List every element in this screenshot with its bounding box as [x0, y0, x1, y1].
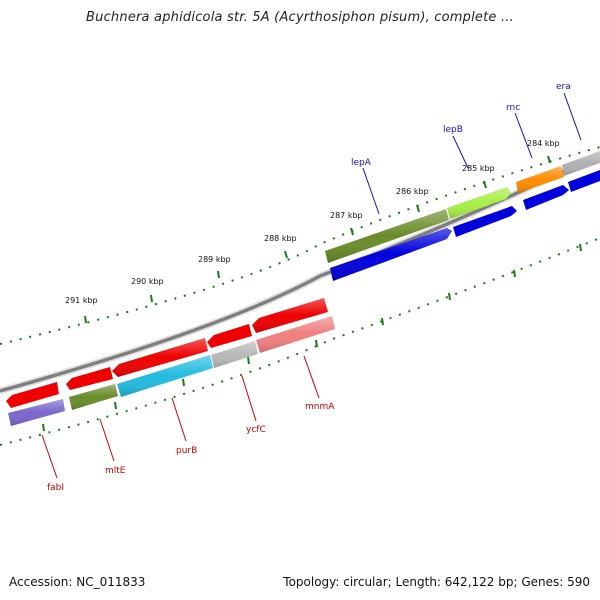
forward-cds-feature[interactable] — [568, 170, 600, 192]
leader-line-era — [563, 92, 582, 141]
accession-text: Accession: NC_011833 — [9, 575, 146, 589]
gene-label-purB[interactable]: purB — [176, 446, 197, 456]
backbone-core — [0, 152, 600, 393]
lower-major-ticks — [42, 243, 582, 432]
tick-label: 286 kbp — [396, 187, 429, 196]
leader-line-rnc — [514, 112, 533, 159]
leader-line-mltE — [99, 418, 115, 462]
forward-gene-row — [325, 151, 600, 263]
leader-line-ycfC — [241, 375, 257, 422]
tick-label: 290 kbp — [131, 277, 164, 286]
tick-label: 285 kbp — [462, 164, 495, 173]
tick-label: 291 kbp — [65, 296, 98, 305]
reverse-gene-row — [8, 316, 335, 426]
tick-label: 287 kbp — [330, 211, 363, 220]
leader-line-lepB — [452, 135, 469, 169]
forward-cds-feature[interactable] — [453, 206, 517, 237]
tick-label: 288 kbp — [264, 234, 297, 243]
reverse-cds-row — [6, 298, 328, 408]
gene-label-lepB[interactable]: lepB — [443, 125, 463, 135]
map-title: Buchnera aphidicola str. 5A (Acyrthosiph… — [86, 10, 514, 25]
leader-line-fabI — [41, 434, 58, 479]
gene-label-fabI[interactable]: fabI — [47, 483, 64, 493]
reverse-cds-feature[interactable] — [207, 324, 252, 348]
gene-label-mltE[interactable]: mltE — [105, 466, 126, 476]
upper-major-ticks — [84, 155, 551, 324]
leader-line-lepA — [362, 167, 380, 215]
forward-cds-row — [330, 170, 600, 281]
topology-stats-text: Topology: circular; Length: 642,122 bp; … — [283, 575, 590, 589]
tick-label: 289 kbp — [198, 255, 231, 264]
tick-label: 284 kbp — [527, 139, 560, 148]
reverse-cds-feature[interactable] — [6, 382, 59, 408]
gene-label-rnc[interactable]: rnc — [506, 103, 520, 113]
gene-label-era[interactable]: era — [556, 82, 571, 92]
reverse-cds-feature[interactable] — [66, 367, 113, 390]
forward-cds-feature[interactable] — [523, 185, 569, 210]
gene-label-lepA[interactable]: lepA — [351, 158, 372, 168]
backbone-line — [0, 150, 600, 395]
lower-ruler — [0, 237, 600, 446]
upper-ruler — [0, 146, 600, 345]
leader-line-purB — [171, 397, 187, 442]
leader-line-mnmA — [303, 355, 320, 399]
gene-label-mnmA[interactable]: mnmA — [305, 402, 335, 412]
gene-label-ycfC[interactable]: ycfC — [246, 425, 266, 435]
